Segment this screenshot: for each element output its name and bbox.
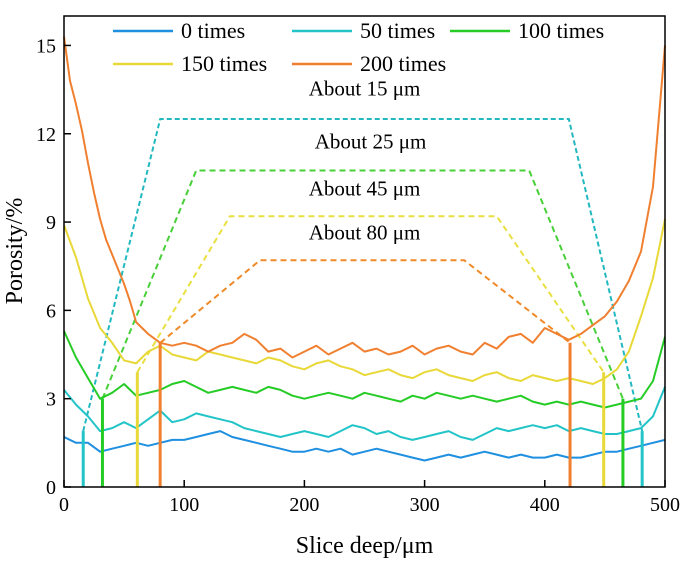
legend-label-150-times: 150 times (181, 51, 267, 76)
y-tick-label-6: 6 (46, 300, 56, 322)
x-tick-label-400: 400 (530, 494, 560, 516)
series-layer (63, 36, 666, 462)
annotation-label-about-80-m: About 80 μm (309, 221, 421, 245)
y-tick-label-3: 3 (46, 389, 56, 411)
series-line-150-times (63, 218, 666, 385)
y-tick-label-9: 9 (46, 212, 56, 234)
boundary-layer (81, 342, 644, 487)
annotation-label-about-45-m: About 45 μm (309, 177, 421, 201)
annotation-bracket-about-15-m (82, 118, 644, 432)
annotation-label-about-15-m: About 15 μm (309, 76, 421, 100)
series-line-50-times (63, 386, 666, 441)
x-tick-label-100: 100 (169, 494, 199, 516)
annotation-layer: About 15 μm About 25 μm About 45 μm About 8… (82, 76, 644, 432)
annotation-label-about-25-m: About 25 μm (315, 129, 427, 153)
x-tick-label-300: 300 (410, 494, 440, 516)
x-tick-label-500: 500 (650, 494, 680, 516)
y-axis-title: Porosity/% (2, 198, 28, 305)
legend-label-0-times: 0 times (181, 18, 245, 43)
series-line-200-times (63, 36, 666, 359)
annotation-bracket-about-45-m (136, 215, 605, 373)
legend-label-200-times: 200 times (360, 51, 446, 76)
annotation-bracket-about-25-m (101, 169, 624, 400)
annotation-bracket-about-80-m (159, 259, 571, 344)
x-axis-title: Slice deep/μm (296, 533, 434, 559)
legend: 0 times 50 times 100 times 150 times 200 tim… (113, 18, 604, 76)
x-tick-label-0: 0 (59, 494, 69, 516)
legend-label-50-times: 50 times (360, 18, 435, 43)
series-line-0-times (63, 430, 666, 462)
y-tick-label-12: 12 (36, 124, 56, 146)
y-tick-label-15: 15 (36, 35, 56, 57)
legend-label-100-times: 100 times (518, 18, 604, 43)
x-tick-label-200: 200 (289, 494, 319, 516)
series-line-100-times (63, 330, 666, 409)
plot-frame (63, 15, 666, 488)
y-tick-label-0: 0 (46, 477, 56, 499)
axis-layer: 0 100 200 300 400 500 0 3 6 9 12 15 (36, 35, 680, 516)
